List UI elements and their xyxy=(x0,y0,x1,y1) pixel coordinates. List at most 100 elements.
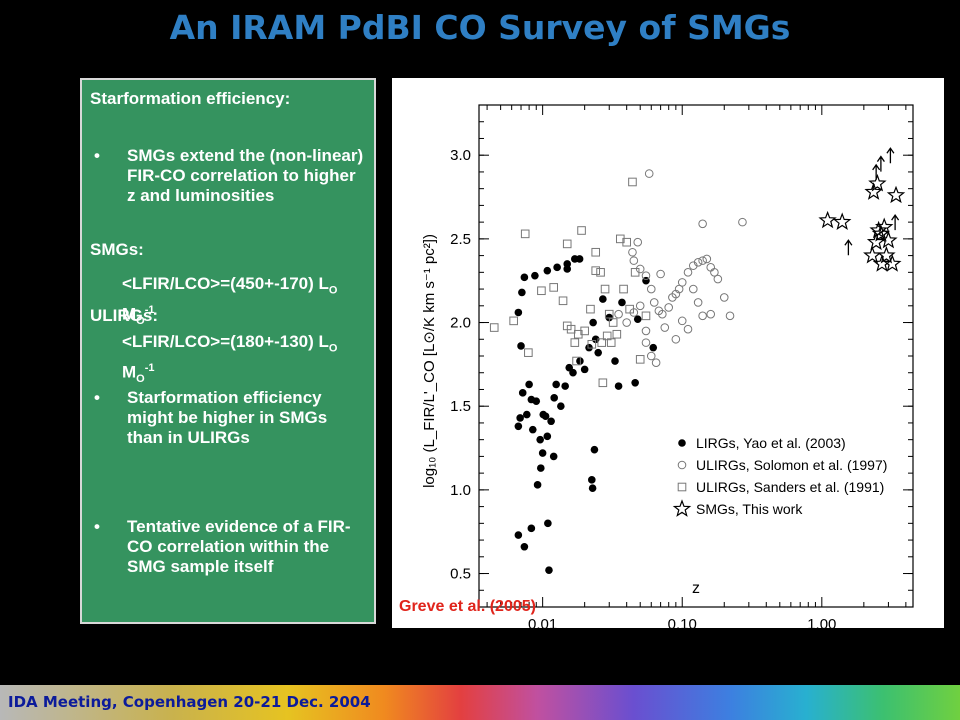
unit-sup: -1 xyxy=(144,304,155,317)
ulirg-solomon-point xyxy=(683,268,693,277)
ulirg-solomon-point xyxy=(671,334,681,344)
legend-label: SMGs, This work xyxy=(696,501,803,517)
lirg-point xyxy=(517,342,525,350)
lirg-point xyxy=(538,449,547,457)
lirg-point xyxy=(550,394,558,402)
ulirg-sanders-point xyxy=(572,356,581,366)
ulirg-sanders-point xyxy=(677,482,687,492)
lirg-point xyxy=(536,464,545,472)
ulirg-sanders-point xyxy=(600,284,610,294)
lirg-point xyxy=(528,425,537,434)
ulirg-solomon-point xyxy=(649,298,659,307)
lirg-point xyxy=(633,315,642,323)
ulirg-sanders-point xyxy=(537,286,546,296)
unit-sup: -1 xyxy=(144,362,155,375)
ulirg-sanders-point xyxy=(591,266,601,275)
ulirg-solomon-point xyxy=(698,256,707,265)
ulirg-sanders-point xyxy=(577,226,586,235)
lirg-point xyxy=(543,266,552,275)
legend-label: ULIRGs, Sanders et al. (1991) xyxy=(696,479,884,495)
data-marks xyxy=(489,147,906,574)
unit-sub: O xyxy=(328,342,338,355)
lower-limit-arrow xyxy=(844,239,853,256)
ulirg-solomon-point xyxy=(702,254,712,264)
smg-point xyxy=(864,182,883,200)
y-tick-label: 1.5 xyxy=(450,398,471,415)
legend-label: LIRGs, Yao et al. (2003) xyxy=(696,435,846,451)
ulirg-solomon-point xyxy=(688,284,698,294)
ulirg-sanders-point xyxy=(570,338,580,347)
ulirg-solomon-point xyxy=(710,268,719,277)
ulirg-sanders-point xyxy=(630,268,640,277)
ulirg-solomon-point xyxy=(633,237,643,247)
lirg-point xyxy=(580,365,589,374)
lirg-point xyxy=(618,298,626,307)
ulirg-solomon-point xyxy=(706,309,716,319)
smgs-label: SMGs: xyxy=(90,240,144,259)
unit-m: M xyxy=(122,305,137,325)
axis-ticks: 0.01 0.10 1.00 0.5 1.0 1.5 2.0 2.5 3.0 xyxy=(450,105,913,633)
ulirg-sanders-point xyxy=(586,304,595,314)
ulirg-sanders-point xyxy=(628,177,637,187)
heading: Starformation efficiency: xyxy=(90,89,291,108)
lirg-point xyxy=(536,435,544,444)
lirg-point xyxy=(678,439,686,447)
lirg-point xyxy=(589,318,597,327)
lirg-point xyxy=(527,524,536,533)
ulirg-solomon-point xyxy=(644,169,654,178)
ulirg-sanders-point xyxy=(596,268,605,277)
y-axis-label: log₁₀ (L_FIR/L'_CO [L⊙/K km s⁻¹ pc²]) xyxy=(421,234,438,488)
plot-frame xyxy=(478,104,914,608)
bullet-3-text: Tentative evidence of a FIR-CO correlati… xyxy=(127,517,351,576)
smg-point xyxy=(832,212,852,230)
footer-bar: IDA Meeting, Copenhagen 20-21 Dec. 2004 xyxy=(0,685,960,720)
ulirgs-ratio: <LFIR/LCO>=(180+-130) LO MO-1 xyxy=(122,332,368,389)
ulirg-solomon-point xyxy=(641,271,651,280)
ulirg-solomon-point xyxy=(660,323,670,332)
ulirg-solomon-point xyxy=(651,358,661,367)
lirg-point xyxy=(520,542,529,551)
ulirg-sanders-point xyxy=(635,355,645,364)
x-tick-label: 0.10 xyxy=(668,616,697,628)
ulirg-solomon-point xyxy=(693,298,703,307)
ulirg-sanders-point xyxy=(619,284,628,294)
lirg-point xyxy=(553,263,561,272)
lirg-point xyxy=(549,452,558,461)
lirg-point xyxy=(543,432,552,441)
text-panel: Starformation efficiency: • SMGs extend … xyxy=(80,78,376,624)
lirg-point xyxy=(533,481,542,489)
ulirg-sanders-point xyxy=(622,237,631,247)
ulirg-sanders-point xyxy=(549,283,558,292)
bullet-1-text: SMGs extend the (non-linear) FIR-CO corr… xyxy=(127,146,364,205)
y-tick-label: 2.5 xyxy=(450,231,471,248)
ulirg-sanders-point xyxy=(641,311,651,321)
lirg-point xyxy=(588,484,597,492)
ulirg-solomon-point xyxy=(635,301,645,311)
lirg-point xyxy=(631,378,639,387)
ulirg-sanders-point xyxy=(558,296,568,306)
plot-panel: 0.01 0.10 1.00 0.5 1.0 1.5 2.0 2.5 3.0 z log₁₀ (… xyxy=(392,78,944,633)
ulirg-solomon-point xyxy=(725,311,735,321)
lower-limit-arrow xyxy=(872,163,881,180)
ulirg-sanders-point xyxy=(509,316,518,326)
lirg-point xyxy=(514,308,523,317)
ulirg-sanders-point xyxy=(606,338,616,347)
lirg-point xyxy=(611,357,619,365)
unit-sub: O xyxy=(136,315,145,328)
lirg-point xyxy=(561,382,569,390)
lirg-point xyxy=(599,295,607,303)
ulirg-solomon-point xyxy=(677,316,687,326)
footer-text: IDA Meeting, Copenhagen 20-21 Dec. 2004 xyxy=(8,693,371,711)
ulirg-sanders-point xyxy=(566,324,576,334)
lirg-point xyxy=(614,382,623,390)
lirg-point xyxy=(518,288,526,297)
ulirg-solomon-point xyxy=(738,217,747,227)
ulirg-sanders-point xyxy=(562,239,572,249)
ulirg-solomon-point xyxy=(622,318,631,327)
smg-point xyxy=(672,499,692,517)
y-tick-label: 2.0 xyxy=(450,315,471,332)
lirg-point xyxy=(575,255,584,263)
smgs-ratio-text: <LFIR/LCO>=(450+-170) L xyxy=(122,274,329,293)
smg-point xyxy=(874,217,894,235)
y-tick-label: 0.5 xyxy=(450,566,471,583)
